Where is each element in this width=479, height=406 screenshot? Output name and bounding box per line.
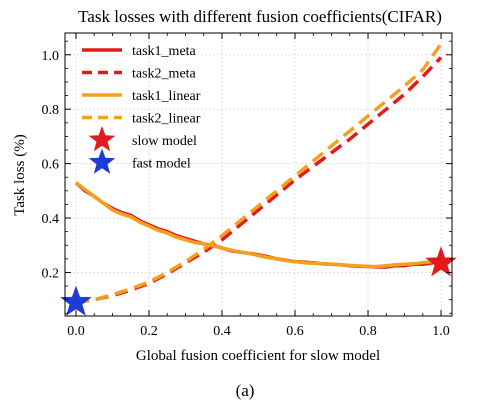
- legend-label-task1-meta: task1_meta: [132, 44, 197, 59]
- x-tick-labels: 0.0 0.2 0.4 0.6 0.8 1.0: [67, 324, 450, 339]
- axis-ticks: [65, 33, 452, 316]
- x-axis-label: Global fusion coefficient for slow model: [136, 348, 380, 364]
- y-tick-label: 0.8: [42, 103, 60, 118]
- grid: [65, 33, 452, 316]
- x-tick-label: 0.2: [140, 324, 158, 339]
- legend-swatch-slow-model: [88, 126, 116, 152]
- legend: task1_meta task2_meta task1_linear task2_li…: [82, 44, 201, 174]
- x-tick-label: 0.6: [286, 324, 304, 339]
- series-line-task1-linear: [74, 181, 441, 269]
- legend-label-fast-model: fast model: [132, 157, 191, 172]
- legend-label-slow-model: slow model: [132, 134, 197, 149]
- plot-frame: [64, 32, 453, 317]
- x-tick-label: 0.4: [213, 324, 231, 339]
- y-tick-labels: 0.2 0.4 0.6 0.8 1.0: [42, 49, 60, 282]
- chart-title: Task losses with different fusion coeffi…: [78, 7, 442, 26]
- x-tick-label: 0.8: [359, 324, 377, 339]
- y-axis-label: Task loss (%): [12, 134, 28, 215]
- legend-label-task2-linear: task2_linear: [132, 112, 201, 127]
- legend-label-task2-meta: task2_meta: [132, 67, 197, 82]
- series-layer: [74, 42, 443, 305]
- y-tick-label: 1.0: [42, 49, 60, 64]
- series-line-task2-linear: [75, 42, 443, 305]
- y-tick-label: 0.2: [42, 266, 60, 281]
- x-tick-label: 0.0: [67, 324, 85, 339]
- x-tick-label: 1.0: [432, 324, 450, 339]
- y-tick-label: 0.6: [42, 158, 60, 173]
- legend-label-task1-linear: task1_linear: [132, 89, 201, 104]
- figure-caption: (a): [236, 381, 255, 400]
- y-tick-label: 0.4: [42, 212, 60, 227]
- legend-swatch-fast-model: [88, 148, 116, 174]
